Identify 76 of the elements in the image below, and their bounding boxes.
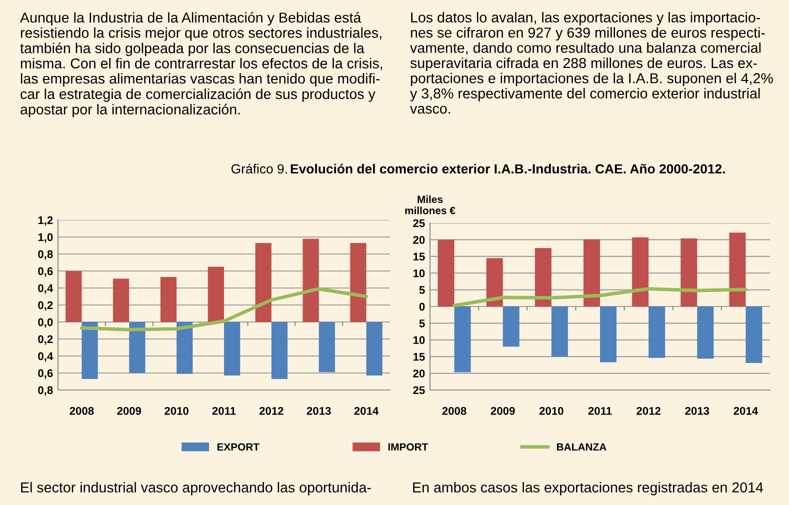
text: Evolución del comercio exterior I.A.B.-Industria. CAE. Año 2000-2012.	[290, 164, 725, 174]
y-tick-label: 5	[419, 286, 425, 294]
bar	[302, 238, 319, 322]
bar	[66, 271, 82, 322]
y-tick-label: 0,0	[38, 318, 53, 328]
y-tick-label: 0,6	[38, 267, 53, 277]
bar	[129, 322, 146, 373]
y-tick-label: 0,4	[38, 284, 54, 294]
y-tick-label: 20	[413, 370, 425, 378]
y-tick-label: 0,8	[38, 250, 53, 260]
bar	[255, 242, 272, 322]
bar	[600, 306, 617, 362]
bar	[534, 248, 552, 306]
x-tick-label: 2010	[539, 406, 564, 415]
bar	[697, 306, 714, 359]
text: Gráfico 9.	[231, 164, 287, 174]
bar	[113, 278, 130, 322]
text: En ambos casos las exportaciones registradas en 2014	[413, 482, 764, 496]
bar	[648, 306, 666, 358]
bar	[583, 239, 600, 306]
bar	[176, 322, 193, 374]
x-tick-label: 2010	[164, 406, 188, 415]
y-tick-label: 25	[413, 219, 425, 228]
bar	[366, 322, 382, 376]
x-tick-label: 2014	[734, 406, 758, 415]
y-tick-label: 5	[419, 320, 425, 328]
bar	[454, 306, 471, 372]
bar	[350, 242, 366, 322]
legend-label: EXPORT	[217, 443, 260, 451]
y-tick-label: 0,4	[38, 352, 54, 362]
y-tick-label: 0	[419, 302, 425, 311]
y-tick-label: 0,8	[38, 386, 53, 396]
x-tick-label: 2012	[636, 406, 660, 415]
text: El sector industrial vasco aprovechando las oportunida-	[21, 482, 371, 496]
bar	[160, 276, 177, 322]
x-tick-label: 2011	[588, 406, 612, 415]
y-tick-label: 1,0	[38, 233, 53, 243]
x-tick-label: 2008	[70, 406, 94, 415]
y-tick-label: 15	[413, 352, 425, 361]
y-axis-title: Miles millones €	[405, 195, 456, 214]
bar	[729, 232, 746, 306]
x-tick-label: 2009	[117, 406, 142, 415]
x-tick-label: 2013	[306, 406, 331, 415]
x-tick-label: 2014	[354, 406, 379, 415]
y-tick-label: 0,6	[38, 369, 53, 379]
y-tick-label: 0,2	[38, 301, 53, 311]
bar	[318, 322, 335, 372]
y-tick-label: 0,2	[38, 335, 53, 345]
bar	[502, 306, 520, 347]
bar	[680, 238, 698, 306]
bar	[208, 266, 224, 322]
y-tick-label: 10	[413, 336, 425, 344]
text: Los datos lo avalan, las exportaciones y las importacio- nes se cifraron en 927 y 639 millones de euros respecti- vamente, dando como resultado una balanza comercial superavitaria cifrada en 288 millones de euros. Las ex- portaciones e importaciones de la I.A.B. suponen el 4,2% y 3,8% respectivamente del comercio exterior industrial vasco.	[410, 12, 773, 114]
line-series	[452, 287, 748, 308]
x-tick-label: 2012	[259, 406, 284, 415]
bar	[632, 237, 649, 306]
text: Aunque la Industria de la Alimentación y Bebidas está resistiendo la crisis mejor que otros sectores industriales, también ha sido golpeada por las consecuencias de la misma. Con el fin de contrarrestar los efectos de la crisis, las empresas alimentarias vascas han tenido que modifi- car la estrategia de comercialización de sus productos y apostar por la internacionalización.	[20, 12, 382, 118]
bar	[551, 306, 568, 357]
y-tick-label: 20	[413, 236, 425, 244]
x-tick-label: 2013	[685, 406, 710, 415]
bar	[82, 322, 98, 379]
line-series	[80, 287, 368, 332]
y-tick-label: 1,2	[38, 216, 53, 226]
bar	[438, 240, 454, 306]
bar	[271, 322, 288, 379]
y-tick-label: 25	[413, 386, 425, 394]
x-tick-label: 2011	[212, 406, 236, 415]
legend-label: BALANZA	[557, 443, 606, 451]
bar	[746, 306, 762, 363]
y-tick-label: 15	[413, 252, 425, 261]
bar	[224, 322, 240, 376]
x-tick-label: 2008	[442, 406, 466, 415]
bar	[486, 258, 503, 306]
y-tick-label: 10	[413, 269, 425, 278]
legend-label: IMPORT	[388, 443, 428, 451]
x-tick-label: 2009	[490, 406, 515, 415]
